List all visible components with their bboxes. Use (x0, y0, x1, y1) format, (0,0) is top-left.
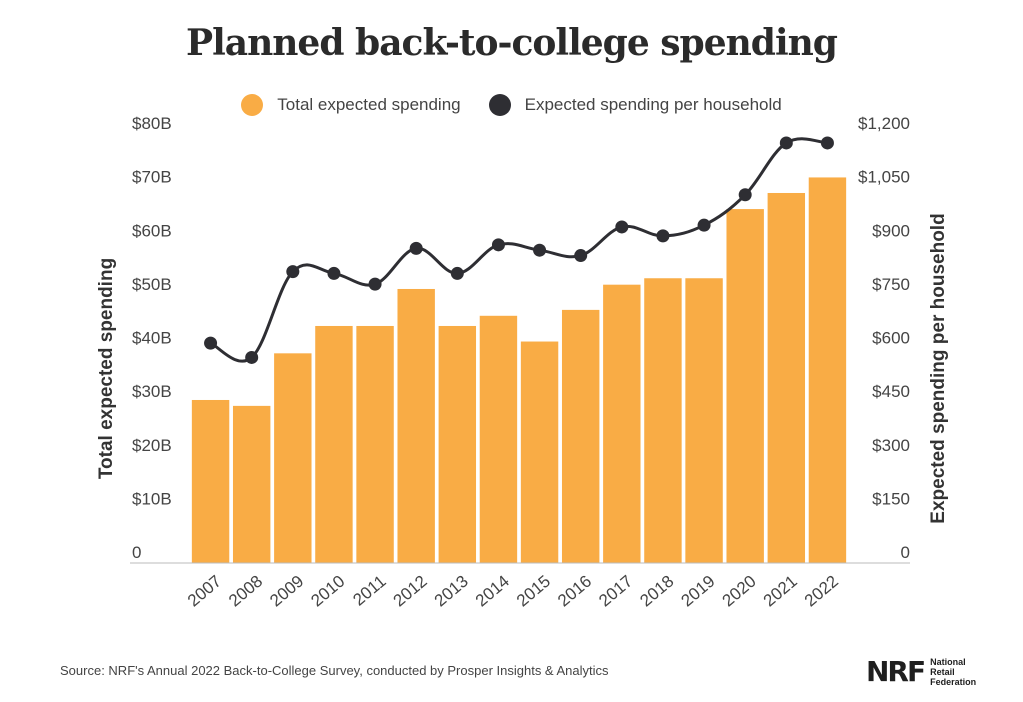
point-2007 (204, 336, 218, 350)
legend-swatch-line (488, 94, 511, 116)
bar-2020 (726, 209, 764, 563)
legend-item-household: Expected spending per household (488, 94, 782, 116)
source-note: Source: NRF's Annual 2022 Back-to-Colleg… (60, 663, 609, 678)
x-tick-label: 2014 (472, 572, 513, 611)
point-2022 (820, 136, 834, 150)
bar-2017 (603, 284, 641, 563)
bar-2011 (356, 325, 394, 563)
x-tick-label: 2016 (554, 572, 595, 611)
point-2015 (533, 243, 547, 257)
y-right-tick-label: $1,050 (858, 168, 910, 187)
point-2018 (656, 229, 670, 243)
y-right-tick-label: $1,200 (858, 114, 910, 133)
y-left-axis-title: Total expected spending (96, 258, 117, 479)
logo-line-1: National (930, 656, 966, 667)
point-2017 (615, 220, 629, 234)
point-2013 (450, 266, 464, 280)
nrf-logo: NRF National Retail Federation (866, 655, 976, 688)
y-right-tick-label: $600 (872, 329, 910, 348)
bar-2019 (685, 278, 723, 563)
y-left-tick-label: $20B (132, 436, 172, 455)
point-2014 (491, 238, 505, 252)
bar-2013 (438, 325, 477, 563)
legend-label-total: Total expected spending (277, 95, 461, 114)
legend: Total expected spending Expected spendin… (0, 94, 1023, 116)
chart-title: Planned back-to-college spending (186, 22, 838, 64)
logo-mark: NRF (866, 655, 926, 688)
x-tick-label: 2009 (266, 572, 307, 611)
point-2021 (779, 136, 793, 150)
x-tick-label: 2021 (760, 572, 801, 611)
bar-2008 (232, 405, 271, 563)
legend-item-total: Total expected spending (241, 94, 461, 116)
point-2019 (697, 218, 711, 232)
point-2009 (286, 265, 300, 279)
bar-2018 (644, 278, 682, 563)
y-left-tick-label: $50B (132, 275, 172, 294)
y-right-tick-label: $150 (872, 489, 910, 508)
y-right-axis-title: Expected spending per household (928, 213, 949, 523)
bar-2014 (479, 315, 518, 563)
x-tick-label: 2018 (636, 572, 677, 611)
bar-2021 (767, 192, 806, 564)
x-tick-label: 2011 (349, 572, 389, 610)
y-left-tick-label: $30B (132, 382, 172, 401)
y-right-tick-label: 0 (901, 543, 910, 562)
logo-line-3: Federation (930, 676, 977, 687)
household-spending-line (209, 137, 828, 363)
y-right-tick-label: $300 (872, 436, 910, 455)
y-left-tick-label: 0 (132, 543, 141, 562)
point-2010 (327, 266, 341, 280)
point-2016 (574, 249, 588, 263)
logo-text: National Retail Federation (930, 657, 976, 687)
y-right-tick-label: $750 (872, 275, 910, 294)
point-2011 (368, 277, 382, 291)
y-right-tick-label: $450 (872, 382, 910, 401)
logo-line-2: Retail (930, 666, 955, 677)
x-tick-label: 2013 (431, 572, 472, 611)
bar-2015 (520, 341, 559, 563)
legend-label-household: Expected spending per household (524, 95, 782, 114)
y-left-tick-label: $60B (132, 221, 172, 240)
y-left-tick-label: $10B (132, 489, 172, 508)
bar-2007 (191, 399, 230, 563)
point-2008 (245, 350, 259, 364)
x-tick-label: 2022 (801, 572, 842, 611)
bar-2022 (808, 177, 847, 563)
x-tick-label: 2010 (307, 572, 348, 611)
x-tick-label: 2020 (719, 572, 760, 611)
x-tick-label: 2019 (677, 572, 718, 611)
x-tick-label: 2012 (390, 572, 431, 611)
point-2020 (738, 188, 752, 202)
bar-2010 (315, 325, 353, 563)
y-left-tick-label: $80B (132, 114, 172, 133)
bar-2016 (561, 309, 600, 563)
bar-2009 (274, 353, 312, 563)
y-left-tick-label: $70B (132, 168, 172, 187)
y-left-tick-label: $40B (132, 329, 172, 348)
x-tick-label: 2007 (184, 572, 225, 611)
point-2012 (409, 241, 423, 255)
legend-swatch-bar (241, 94, 264, 116)
x-tick-label: 2015 (513, 572, 554, 611)
x-tick-label: 2017 (595, 572, 636, 611)
y-right-tick-label: $900 (872, 221, 910, 240)
bar-2012 (397, 288, 435, 563)
x-tick-label: 2008 (225, 572, 266, 611)
